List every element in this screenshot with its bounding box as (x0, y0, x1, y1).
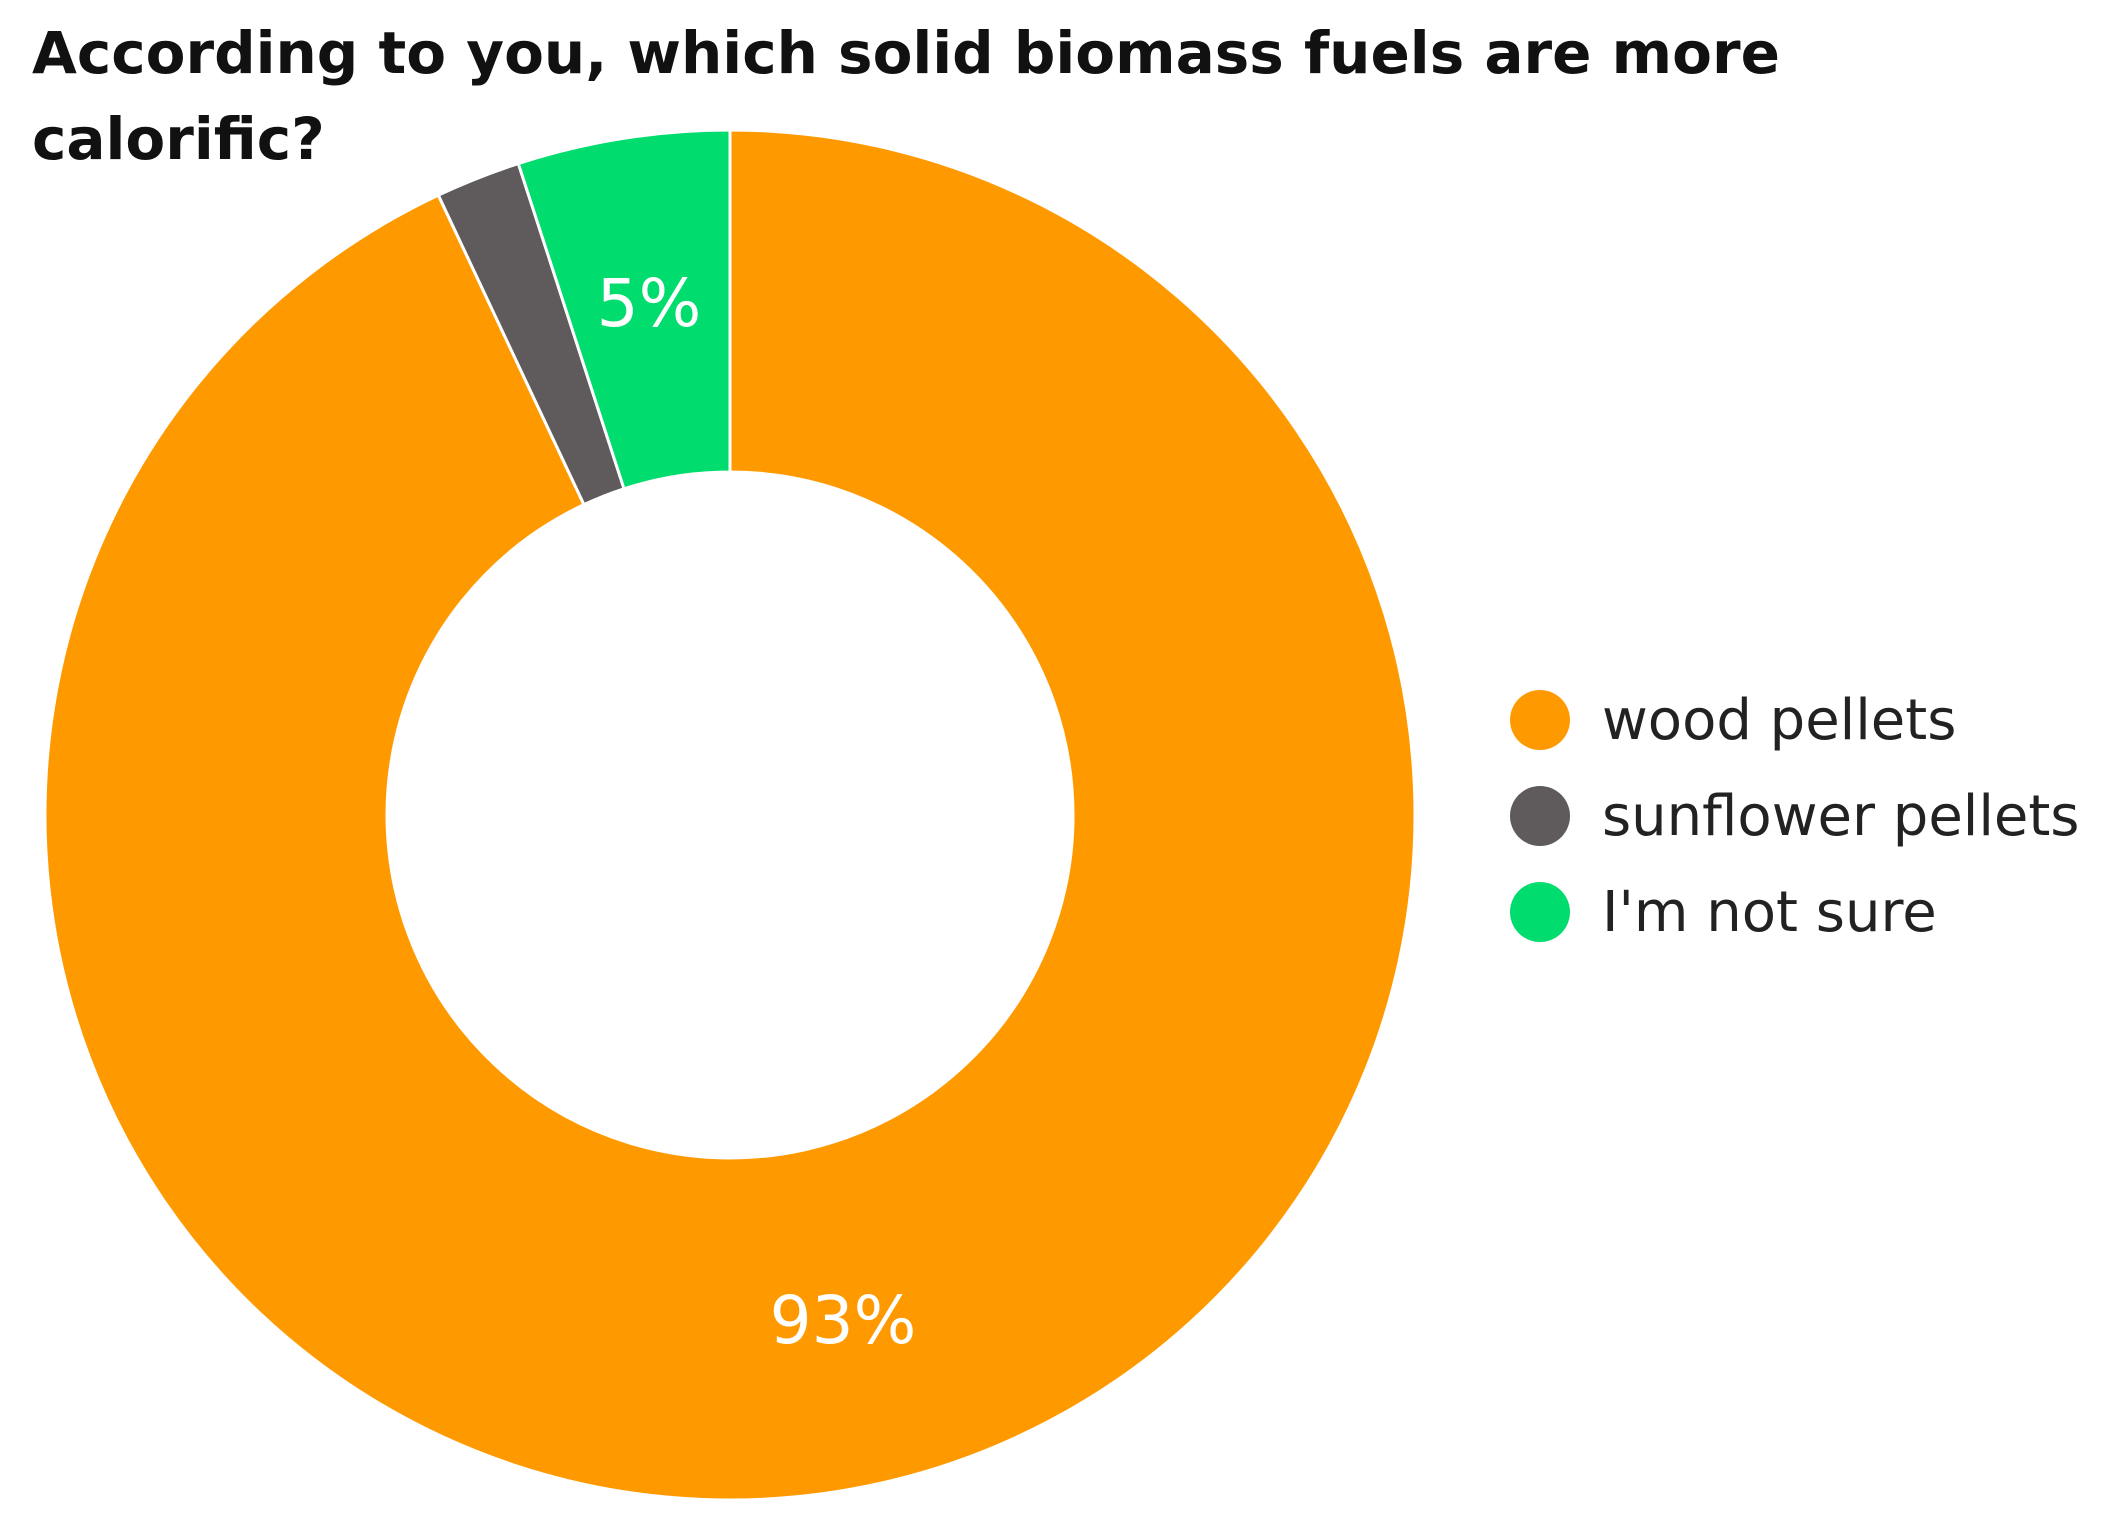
legend-label: sunflower pellets (1602, 783, 2080, 849)
slice-i-m-not-sure (516, 128, 732, 491)
legend-item-sunflower-pellets: sunflower pellets (1510, 768, 2079, 864)
chart-legend: wood pellets sunflower pellets I'm not sur… (1510, 672, 2079, 960)
data-label-i-m-not-sure: 5% (597, 265, 702, 342)
donut-data-labels: 93% 5% (597, 265, 917, 1359)
data-label-wood-pellets: 93% (770, 1282, 917, 1359)
legend-label: I'm not sure (1602, 879, 1937, 945)
legend-item-i-m-not-sure: I'm not sure (1510, 864, 2079, 960)
legend-marker-icon (1510, 882, 1570, 942)
chart-title: According to you, which solid biomass fu… (32, 19, 1780, 173)
legend-item-wood-pellets: wood pellets (1510, 672, 2079, 768)
legend-label: wood pellets (1602, 687, 1957, 753)
donut-slices (43, 128, 1417, 1502)
slice-wood-pellets (43, 128, 1417, 1502)
legend-marker-icon (1510, 786, 1570, 846)
legend-marker-icon (1510, 690, 1570, 750)
